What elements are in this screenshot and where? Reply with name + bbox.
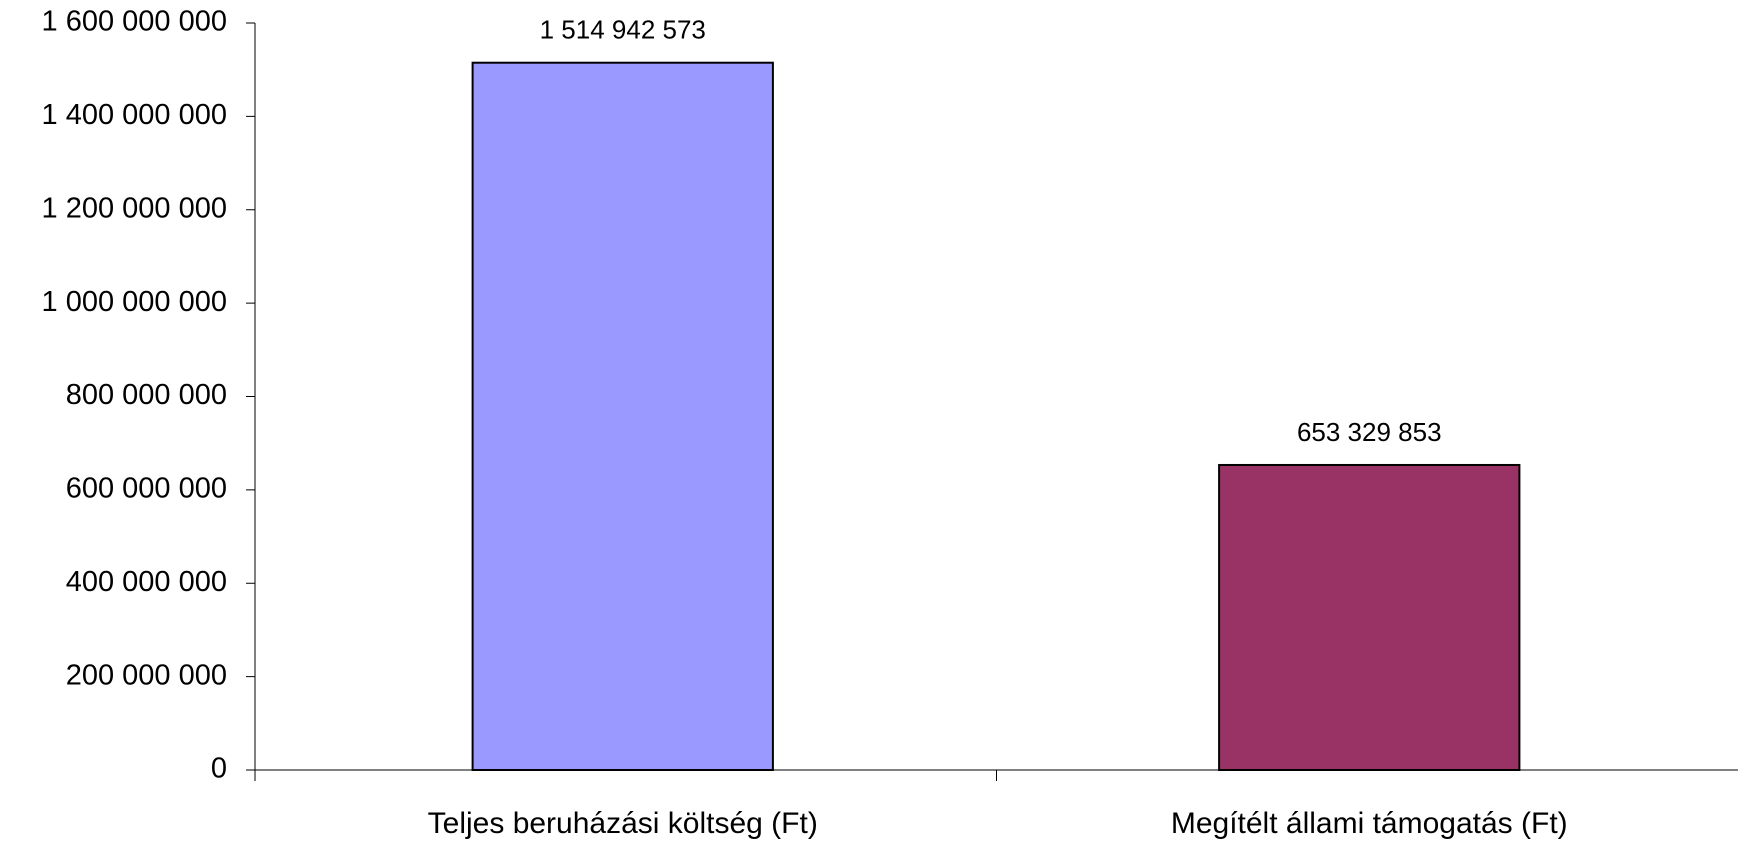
y-tick-label: 400 000 000 — [66, 566, 227, 598]
x-axis: Teljes beruházási költség (Ft) Megítélt á… — [255, 769, 1738, 840]
data-label-1: 1 514 942 573 — [540, 15, 706, 45]
y-tick-label: 1 000 000 000 — [42, 286, 227, 318]
y-tick-label: 200 000 000 — [66, 659, 227, 691]
bar-1 — [471, 61, 774, 772]
y-tick-label: 0 — [211, 753, 227, 785]
y-tick-label: 1 600 000 000 — [42, 6, 227, 38]
y-axis: 0 200 000 000 400 000 000 600 000 000 800 00… — [42, 6, 256, 785]
data-label-2: 653 329 853 — [1297, 417, 1442, 447]
category-label-1: Teljes beruházási költség (Ft) — [428, 807, 818, 840]
y-tick-label: 800 000 000 — [66, 379, 227, 411]
y-tick-label: 1 200 000 000 — [42, 192, 227, 224]
bars — [471, 61, 1521, 772]
y-tick-label: 1 400 000 000 — [42, 99, 227, 131]
bar-2 — [1218, 463, 1521, 771]
category-label-2: Megítélt állami támogatás (Ft) — [1171, 807, 1568, 840]
y-tick-label: 600 000 000 — [66, 473, 227, 505]
data-labels: 1 514 942 573 653 329 853 — [540, 15, 1442, 447]
